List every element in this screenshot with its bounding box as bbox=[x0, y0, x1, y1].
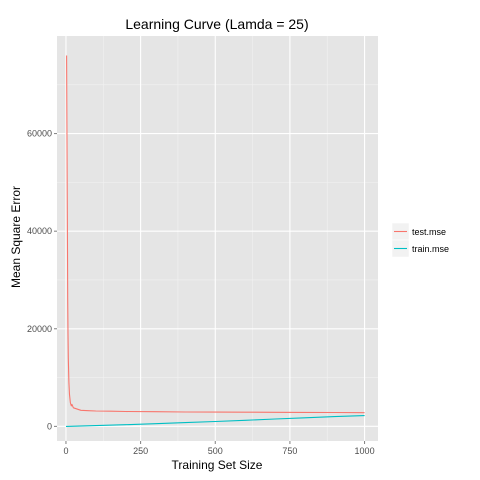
major-gridlines bbox=[57, 36, 378, 441]
series-line-test-mse bbox=[66, 55, 365, 414]
y-tick-label: 20000 bbox=[27, 324, 52, 334]
y-axis-label: Mean Square Error bbox=[9, 186, 23, 288]
y-tick-label: 60000 bbox=[27, 129, 52, 139]
y-axis-ticks: 0 20000 40000 60000 bbox=[27, 129, 57, 431]
x-tick-label: 0 bbox=[63, 446, 68, 456]
series-lines bbox=[65, 55, 365, 427]
x-tick-label: 1000 bbox=[355, 446, 375, 456]
y-tick-label: 0 bbox=[47, 421, 52, 431]
legend-label-test-mse: test.mse bbox=[412, 227, 446, 237]
x-tick-label: 250 bbox=[133, 446, 148, 456]
x-axis-label: Training Set Size bbox=[172, 458, 263, 472]
chart-title: Learning Curve (Lamda = 25) bbox=[125, 16, 308, 32]
legend: test.mse train.mse bbox=[391, 222, 449, 258]
legend-label-train-mse: train.mse bbox=[412, 244, 449, 254]
x-tick-label: 750 bbox=[282, 446, 297, 456]
x-axis-ticks: 0 250 500 750 1000 bbox=[63, 441, 375, 456]
x-tick-label: 500 bbox=[208, 446, 223, 456]
series-line-train-mse bbox=[65, 415, 365, 427]
y-tick-label: 40000 bbox=[27, 226, 52, 236]
plot-panel bbox=[57, 36, 378, 441]
minor-gridlines bbox=[57, 36, 378, 441]
